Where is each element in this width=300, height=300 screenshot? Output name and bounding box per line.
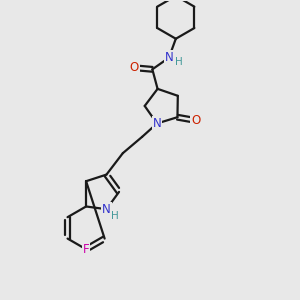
Text: O: O	[191, 114, 200, 127]
Text: N: N	[153, 117, 161, 130]
Text: H: H	[175, 57, 182, 67]
Text: H: H	[112, 211, 119, 221]
Text: O: O	[129, 61, 139, 74]
Text: N: N	[164, 51, 173, 64]
Text: F: F	[83, 243, 89, 256]
Text: N: N	[102, 203, 111, 216]
